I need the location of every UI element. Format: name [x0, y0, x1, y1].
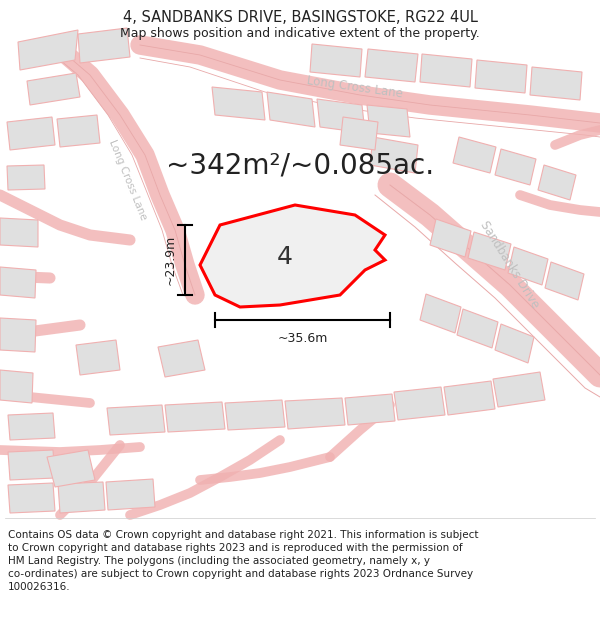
Polygon shape — [107, 405, 165, 435]
Polygon shape — [530, 67, 582, 100]
Polygon shape — [267, 92, 315, 127]
Polygon shape — [345, 394, 395, 425]
Polygon shape — [158, 340, 205, 377]
Polygon shape — [538, 165, 576, 200]
Polygon shape — [444, 381, 495, 415]
Polygon shape — [27, 73, 80, 105]
Polygon shape — [545, 262, 584, 300]
Polygon shape — [365, 49, 418, 82]
Polygon shape — [8, 483, 55, 513]
Text: Sandbanks Drive: Sandbanks Drive — [478, 219, 542, 311]
Polygon shape — [394, 387, 445, 420]
Polygon shape — [285, 398, 345, 429]
Polygon shape — [200, 205, 385, 307]
Text: 4, SANDBANKS DRIVE, BASINGSTOKE, RG22 4UL: 4, SANDBANKS DRIVE, BASINGSTOKE, RG22 4U… — [122, 11, 478, 26]
Polygon shape — [340, 117, 378, 150]
Polygon shape — [430, 219, 471, 257]
Polygon shape — [420, 54, 472, 87]
Text: 100026316.: 100026316. — [8, 582, 71, 592]
Polygon shape — [47, 450, 95, 487]
Text: Map shows position and indicative extent of the property.: Map shows position and indicative extent… — [120, 28, 480, 41]
Polygon shape — [165, 402, 225, 432]
Text: ~342m²/~0.085ac.: ~342m²/~0.085ac. — [166, 151, 434, 179]
Text: Long Cross Lane: Long Cross Lane — [306, 74, 404, 100]
Polygon shape — [8, 450, 55, 480]
Polygon shape — [212, 87, 265, 120]
Polygon shape — [78, 28, 130, 63]
Polygon shape — [106, 479, 155, 510]
Text: Long Cross Lane: Long Cross Lane — [107, 138, 149, 222]
Polygon shape — [457, 309, 498, 348]
Text: 4: 4 — [277, 245, 293, 269]
Text: to Crown copyright and database rights 2023 and is reproduced with the permissio: to Crown copyright and database rights 2… — [8, 543, 463, 553]
Polygon shape — [0, 318, 36, 352]
Polygon shape — [420, 294, 461, 333]
Polygon shape — [0, 218, 38, 247]
Polygon shape — [508, 247, 548, 285]
Polygon shape — [7, 117, 55, 150]
Polygon shape — [367, 105, 410, 137]
Polygon shape — [8, 413, 55, 440]
Polygon shape — [370, 137, 418, 173]
Polygon shape — [468, 232, 511, 270]
Polygon shape — [225, 400, 285, 430]
Polygon shape — [0, 370, 33, 403]
Polygon shape — [58, 482, 105, 513]
Polygon shape — [57, 115, 100, 147]
Polygon shape — [7, 165, 45, 190]
Text: ~23.9m: ~23.9m — [164, 235, 177, 285]
Polygon shape — [495, 149, 536, 185]
Polygon shape — [0, 45, 600, 515]
Polygon shape — [0, 267, 36, 298]
Polygon shape — [18, 30, 78, 70]
Polygon shape — [495, 324, 534, 363]
Text: HM Land Registry. The polygons (including the associated geometry, namely x, y: HM Land Registry. The polygons (includin… — [8, 556, 430, 566]
Polygon shape — [310, 44, 362, 77]
Text: Contains OS data © Crown copyright and database right 2021. This information is : Contains OS data © Crown copyright and d… — [8, 530, 479, 540]
Polygon shape — [317, 99, 365, 133]
Polygon shape — [76, 340, 120, 375]
Polygon shape — [475, 60, 527, 93]
Text: ~35.6m: ~35.6m — [277, 332, 328, 345]
Polygon shape — [493, 372, 545, 407]
Text: co-ordinates) are subject to Crown copyright and database rights 2023 Ordnance S: co-ordinates) are subject to Crown copyr… — [8, 569, 473, 579]
Polygon shape — [453, 137, 496, 173]
